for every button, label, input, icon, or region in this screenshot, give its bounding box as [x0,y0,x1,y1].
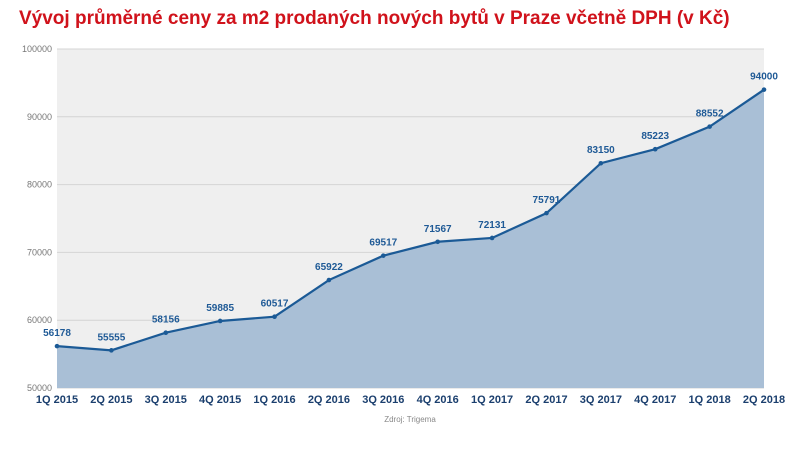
chart-title: Vývoj průměrné ceny za m2 prodaných nový… [19,8,730,29]
data-point [326,277,332,283]
x-tick-label: 2Q 2017 [525,394,567,406]
data-point [652,146,658,152]
data-label: 65922 [315,262,343,273]
y-tick-label: 90000 [27,112,52,122]
data-label: 56178 [43,328,71,339]
x-tick-label: 2Q 2016 [308,394,350,406]
y-tick-label: 70000 [27,247,52,257]
data-point [489,235,495,241]
x-tick-label: 3Q 2017 [580,394,622,406]
x-tick-label: 4Q 2015 [199,394,241,406]
data-label: 72131 [478,220,506,231]
data-label: 85223 [641,131,669,142]
x-tick-label: 2Q 2015 [90,394,132,406]
data-point [163,330,169,336]
x-tick-label: 4Q 2016 [417,394,459,406]
data-point [54,343,60,349]
x-tick-label: 2Q 2018 [743,394,785,406]
data-label: 59885 [206,303,234,314]
data-label: 69517 [369,238,397,249]
data-point [381,253,386,258]
data-point [544,210,549,216]
x-tick-label: 1Q 2016 [253,394,295,406]
x-tick-label: 4Q 2017 [634,394,676,406]
data-label: 71567 [424,224,452,235]
data-point [217,318,223,324]
data-point [272,314,277,319]
x-tick-label: 1Q 2018 [689,394,731,406]
data-point [109,348,114,353]
series-line [56,88,765,352]
data-label: 55555 [97,332,125,343]
data-label: 83150 [587,145,615,156]
y-tick-label: 60000 [27,315,52,325]
x-tick-label: 1Q 2015 [36,394,78,406]
x-tick-label: 3Q 2016 [362,394,404,406]
data-point [761,87,767,92]
data-point [707,124,712,129]
data-label: 94000 [750,72,778,83]
data-point [435,239,440,245]
y-tick-label: 50000 [27,383,52,393]
data-label: 88552 [696,109,724,120]
x-tick-label: 3Q 2015 [145,394,187,406]
source-note: Zdroj: Trigema [384,415,436,424]
data-point [598,160,604,166]
x-tick-label: 1Q 2017 [471,394,513,406]
area-fill [57,89,764,389]
y-tick-label: 80000 [27,180,52,190]
y-tick-label: 100000 [22,44,52,54]
data-label: 58156 [152,315,180,326]
data-label: 60517 [261,299,289,310]
data-label: 75791 [533,195,561,206]
